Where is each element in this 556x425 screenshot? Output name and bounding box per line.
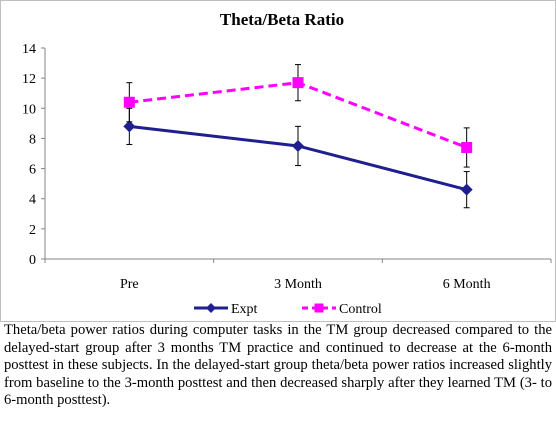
legend-marker [314, 303, 324, 313]
y-tick-label: 6 [29, 163, 36, 178]
data-point-expt [123, 120, 136, 133]
y-tick-label: 0 [29, 253, 36, 268]
y-tick-label: 2 [29, 223, 36, 238]
data-point-control [461, 141, 473, 153]
y-tick-label: 8 [29, 132, 36, 147]
data-point-control [292, 77, 304, 89]
data-point-expt [292, 139, 304, 152]
chart-container: Theta/Beta Ratio 0 2 4 6 8 10 12 14 Pre 3 Month 6 … [0, 0, 556, 322]
line-chart: Theta/Beta Ratio 0 2 4 6 8 10 12 14 Pre 3 Month 6 … [22, 10, 552, 317]
legend-marker [206, 303, 216, 313]
legend-label-control: Control [339, 302, 382, 317]
y-tick-label: 10 [22, 102, 36, 117]
data-point-expt [460, 183, 473, 196]
x-tick-label: 6 Month [443, 277, 491, 292]
figure-caption: Theta/beta power ratios during computer … [4, 322, 552, 408]
chart-title: Theta/Beta Ratio [220, 10, 344, 29]
y-tick-label: 12 [22, 72, 36, 87]
data-point-control [123, 96, 135, 108]
plot-area: 0 2 4 6 8 10 12 14 Pre 3 Month 6 Month [22, 42, 552, 292]
legend: Expt Control [194, 302, 382, 317]
y-tick-label: 14 [22, 42, 36, 57]
legend-label-expt: Expt [231, 302, 258, 317]
x-tick-label: 3 Month [274, 277, 322, 292]
x-tick-label: Pre [120, 277, 139, 292]
y-tick-label: 4 [29, 193, 36, 208]
